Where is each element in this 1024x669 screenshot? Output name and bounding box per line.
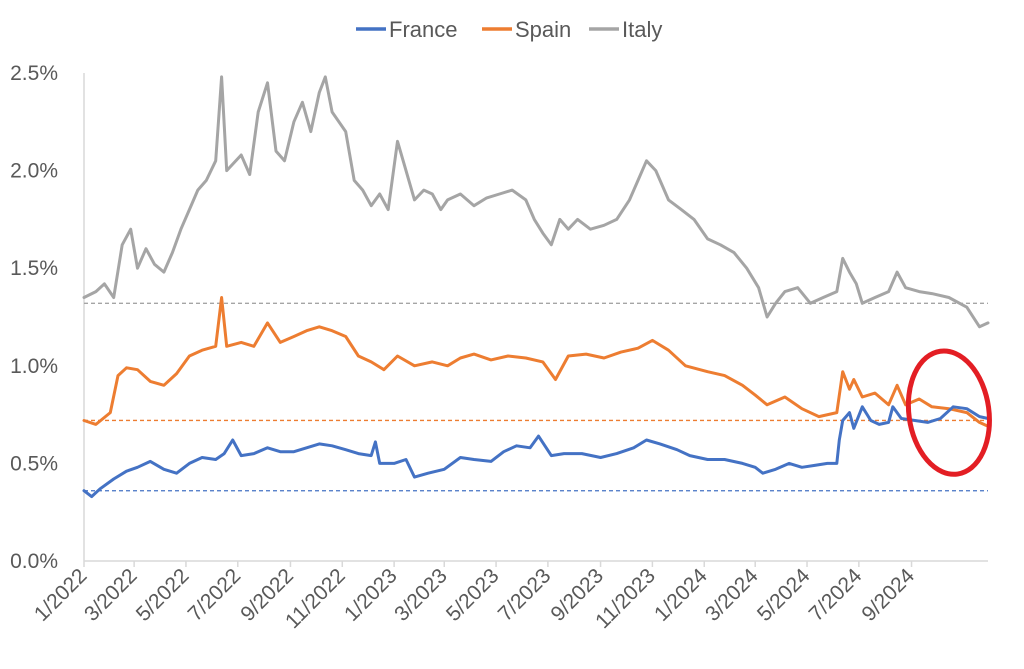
series-line-spain (82, 296, 990, 428)
legend-label-france: France (389, 17, 457, 42)
x-axis: 1/20223/20225/20227/20229/202211/20221/2… (30, 73, 988, 633)
x-tick-label: 3/2022 (80, 564, 142, 626)
x-tick-label: 3/2023 (390, 564, 452, 626)
reference-lines (84, 302, 988, 492)
x-tick-label: 9/2024 (857, 564, 919, 626)
series-line-italy (82, 75, 990, 329)
x-tick-label: 7/2023 (494, 564, 556, 626)
legend: France Spain Italy (356, 17, 662, 42)
y-tick-label: 2.0% (10, 160, 58, 183)
legend-label-italy: Italy (622, 17, 662, 42)
annotations (905, 348, 992, 477)
x-tick-label: 7/2024 (805, 564, 867, 626)
x-tick-label: 1/2023 (340, 564, 402, 626)
series-lines (82, 75, 990, 499)
x-tick-label: 5/2023 (442, 564, 504, 626)
y-tick-label: 1.0% (10, 355, 58, 378)
y-tick-label: 0.0% (10, 550, 58, 573)
x-tick-label: 5/2022 (132, 564, 194, 626)
y-tick-label: 0.5% (10, 452, 58, 475)
x-tick-label: 1/2024 (650, 564, 712, 626)
x-tick-label: 1/2022 (30, 564, 92, 626)
highlight-ellipse (905, 348, 992, 477)
x-tick-label: 5/2024 (753, 564, 815, 626)
y-axis: 0.0% 0.5% 1.0% 1.5% 2.0% 2.5% (10, 62, 58, 573)
legend-label-spain: Spain (515, 17, 571, 42)
series-line-france (82, 405, 990, 499)
y-tick-label: 1.5% (10, 257, 58, 280)
x-tick-label: 3/2024 (701, 564, 763, 626)
x-tick-label: 7/2022 (184, 564, 246, 626)
y-tick-label: 2.5% (10, 62, 58, 85)
